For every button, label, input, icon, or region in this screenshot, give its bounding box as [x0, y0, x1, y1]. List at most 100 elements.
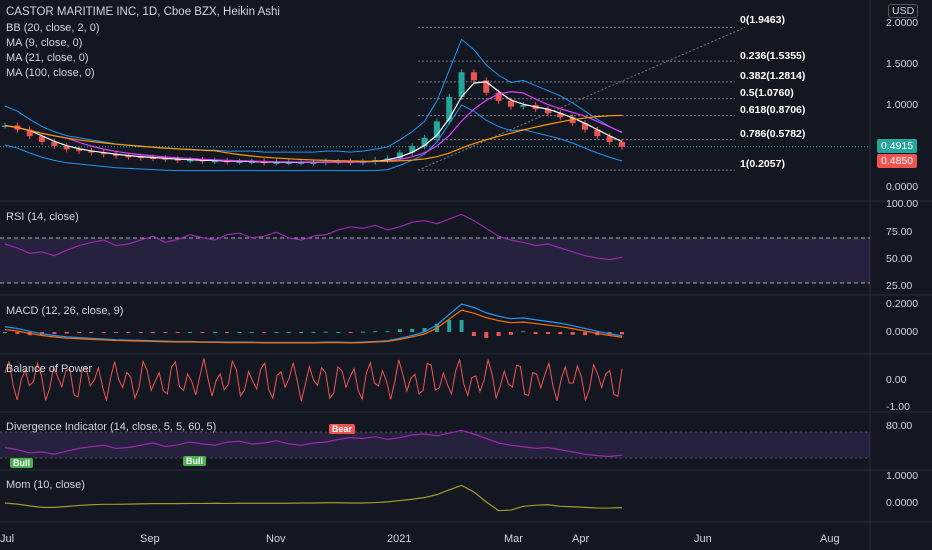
time-label-mar: Mar	[504, 533, 523, 545]
rsi-tick-100: 100.00	[886, 198, 919, 210]
pane-title-macd[interactable]: MACD (12, 26, close, 9)	[6, 305, 124, 317]
legend-ma100[interactable]: MA (100, close, 0)	[6, 67, 95, 79]
bop-tick-0: 0.00	[886, 374, 907, 386]
candle-body	[273, 162, 280, 164]
candle-body	[298, 162, 305, 164]
candle-body	[113, 154, 120, 156]
macd-histogram-bar	[508, 332, 513, 335]
macd-histogram-bar	[570, 332, 575, 335]
fib-label-0618: 0.618(0.8706)	[740, 104, 806, 116]
macd-histogram-bar	[237, 332, 242, 333]
macd-histogram-bar	[360, 331, 365, 333]
macd-histogram-bar	[286, 332, 291, 333]
macd-histogram-bar	[336, 332, 341, 333]
macd-histogram-bar	[89, 332, 94, 333]
candle-body	[458, 72, 465, 97]
macd-histogram-bar	[200, 332, 205, 333]
legend-ma9[interactable]: MA (9, close, 0)	[6, 37, 83, 49]
fib-trend-line	[417, 26, 746, 171]
time-label-jul: Jul	[0, 533, 15, 545]
macd-histogram-bar	[126, 332, 131, 333]
price-tick-0: 0.0000	[886, 181, 919, 193]
rsi-band-fill	[0, 238, 870, 283]
chart-title: CASTOR MARITIME INC, 1D, Cboe BZX, Heiki…	[6, 6, 280, 18]
macd-histogram-bar	[77, 332, 82, 333]
current-price-badge: 0.4915	[877, 139, 918, 153]
macd-histogram-bar	[212, 332, 217, 333]
macd-histogram-bar	[188, 332, 193, 333]
fib-label-1: 1(0.2057)	[740, 158, 785, 170]
macd-histogram-bar	[422, 328, 427, 332]
fib-label-05: 0.5(1.0760)	[740, 87, 794, 99]
ma21-line	[4, 91, 623, 163]
pane-title-mom[interactable]: Mom (10, close)	[6, 479, 85, 491]
macd-histogram-bar	[15, 332, 20, 334]
candle-body	[606, 136, 613, 142]
macd-histogram-bar	[274, 332, 279, 333]
fib-label-0786: 0.786(0.5782)	[740, 128, 806, 140]
macd-histogram-bar	[323, 331, 328, 333]
candle-body	[483, 80, 490, 93]
mom-tick-1: 1.0000	[886, 470, 919, 482]
macd-histogram-bar	[262, 332, 267, 333]
macd-histogram-bar	[64, 332, 69, 334]
pane-title-bop[interactable]: Balance of Power	[6, 363, 93, 375]
time-label-2021: 2021	[387, 533, 412, 545]
candle-body	[396, 152, 403, 159]
macd-histogram-bar	[558, 332, 563, 334]
macd-histogram-bar	[175, 332, 180, 333]
candle-body	[26, 129, 33, 137]
fib-label-0382: 0.382(1.2814)	[740, 70, 806, 82]
bull-signal-2: Bull	[183, 456, 206, 466]
time-label-aug: Aug	[820, 533, 840, 545]
price-tick-2: 2.0000	[886, 17, 919, 29]
macd-histogram-bar	[151, 332, 156, 333]
candle-body	[125, 155, 132, 158]
candle-body	[187, 159, 194, 162]
price-tick-1: 1.0000	[886, 99, 919, 111]
candle-body	[39, 136, 46, 142]
price-tick-1-5: 1.5000	[886, 58, 919, 70]
legend-bb[interactable]: BB (20, close, 2, 0)	[6, 22, 100, 34]
candle-body	[594, 129, 601, 137]
macd-histogram-bar	[249, 332, 254, 333]
macd-tick-0-2: 0.2000	[886, 298, 919, 310]
macd-histogram-bar	[52, 332, 57, 334]
macd-histogram-bar	[311, 332, 316, 333]
candle-body	[520, 105, 527, 107]
candle-body	[2, 125, 8, 127]
pane-title-div[interactable]: Divergence Indicator (14, close, 5, 5, 6…	[6, 421, 217, 433]
candle-body	[248, 161, 255, 164]
macd-histogram-bar	[521, 331, 526, 333]
candle-body	[544, 109, 551, 114]
candle-body	[446, 96, 453, 122]
macd-histogram-bar	[348, 332, 353, 333]
ma9-line	[4, 81, 623, 163]
fib-label-0: 0(1.9463)	[740, 14, 785, 26]
macd-histogram-bar	[545, 332, 550, 334]
macd-histogram-bar	[533, 332, 538, 334]
ma100-line	[4, 114, 623, 162]
macd-signal-line	[4, 309, 623, 344]
mom-tick-0: 0.0000	[886, 497, 919, 509]
div-line	[4, 429, 623, 458]
candle-body	[76, 149, 83, 151]
bop-line	[4, 358, 623, 402]
candle-body	[63, 146, 70, 150]
time-label-apr: Apr	[572, 533, 590, 545]
candle-body	[211, 160, 218, 163]
currency-label[interactable]: USD	[888, 4, 919, 18]
rsi-tick-50: 50.00	[886, 253, 913, 265]
time-label-sep: Sep	[140, 533, 160, 545]
macd-histogram-bar	[163, 332, 168, 333]
macd-histogram-bar	[496, 332, 501, 336]
bb-lower-line	[4, 104, 623, 172]
candle-body	[88, 150, 95, 153]
macd-histogram-bar	[138, 332, 143, 333]
legend-ma21[interactable]: MA (21, close, 0)	[6, 52, 89, 64]
pane-title-rsi[interactable]: RSI (14, close)	[6, 211, 79, 223]
candle-body	[310, 162, 317, 164]
bb-upper-line	[4, 38, 623, 153]
candle-body	[384, 158, 391, 160]
